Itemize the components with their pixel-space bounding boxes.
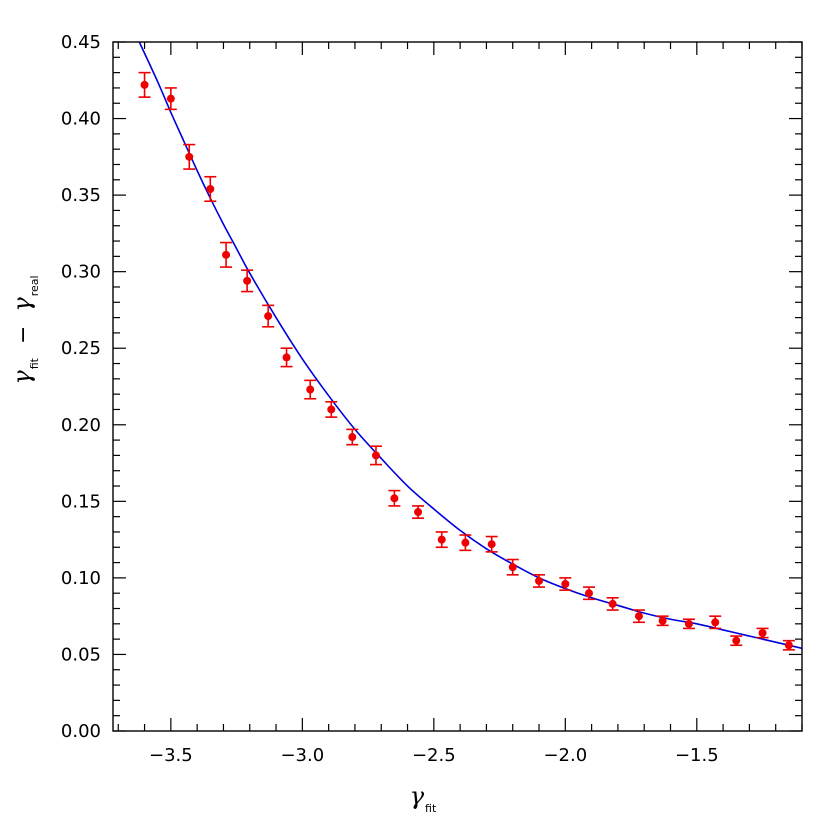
data-point: [632, 609, 645, 624]
data-point: [220, 241, 233, 268]
y-tick-label: 0.25: [61, 338, 101, 359]
data-point: [204, 175, 217, 203]
point-marker: [584, 589, 593, 598]
data-point: [606, 596, 619, 611]
point-marker: [658, 616, 667, 625]
point-marker: [390, 494, 399, 503]
data-point: [325, 401, 338, 418]
data-point: [388, 489, 401, 507]
y-axis-operator: −: [11, 326, 36, 344]
point-marker: [282, 353, 291, 362]
x-axis-symbol: γ: [410, 782, 425, 810]
y-axis-label-group: γfit−γreal: [8, 275, 41, 384]
point-marker: [508, 563, 517, 572]
point-marker: [306, 385, 315, 394]
x-axis-label: γfit: [410, 782, 437, 815]
data-point: [241, 269, 254, 293]
point-marker: [140, 80, 149, 89]
x-tick-label: −2.5: [412, 745, 456, 766]
data-point: [346, 428, 359, 446]
data-point: [459, 534, 472, 552]
y-axis-subscript-b: real: [28, 275, 41, 296]
point-marker: [487, 540, 496, 549]
x-tick-label: −2.0: [543, 745, 587, 766]
point-marker: [758, 629, 767, 638]
y-tick-label: 0.45: [61, 32, 101, 53]
point-marker: [414, 508, 423, 517]
point-marker: [327, 405, 336, 414]
data-point: [164, 87, 177, 111]
data-point: [756, 627, 769, 639]
point-marker: [185, 152, 194, 161]
fit-curve-layer: [138, 42, 802, 650]
point-marker: [684, 619, 693, 628]
y-tick-label: 0.35: [61, 185, 101, 206]
point-marker: [461, 538, 470, 547]
data-point: [559, 577, 572, 591]
point-marker: [784, 641, 793, 650]
y-tick-label: 0.40: [61, 109, 101, 130]
y-tick-label: 0.10: [61, 568, 101, 589]
tick-labels: −3.5 −3.0 −2.5 −2.0 −1.5 0.00 0.05 0.10 0.15 0.20…: [61, 32, 719, 766]
data-point: [582, 586, 595, 601]
point-marker: [711, 618, 720, 627]
point-marker: [264, 312, 273, 321]
point-marker: [371, 451, 380, 460]
data-point: [369, 445, 382, 466]
plot-frame: [112, 41, 803, 732]
data-point: [183, 143, 196, 170]
data-point: [506, 558, 519, 576]
data-point: [412, 505, 425, 519]
point-marker: [243, 276, 252, 285]
point-marker: [437, 535, 446, 544]
data-point: [682, 618, 695, 630]
fit-curve: [138, 42, 802, 650]
y-axis-subscript-a: fit: [28, 357, 41, 369]
data-point: [280, 347, 293, 368]
data-point: [730, 635, 743, 647]
y-tick-label: 0.20: [61, 415, 101, 436]
point-marker: [732, 636, 741, 645]
data-point: [485, 535, 498, 553]
ticks: [113, 41, 803, 732]
y-tick-label: 0.15: [61, 491, 101, 512]
point-marker: [608, 599, 617, 608]
data-point: [304, 379, 317, 400]
point-marker: [222, 250, 231, 259]
data-point: [709, 615, 722, 630]
y-axis-symbol-a: γ: [8, 370, 36, 385]
y-tick-label: 0.00: [61, 721, 101, 742]
x-tick-label: −3.5: [149, 745, 193, 766]
y-axis-label: γfit−γreal: [8, 275, 41, 384]
data-point: [262, 304, 275, 328]
data-points-layer: [138, 71, 795, 651]
data-point: [533, 574, 546, 588]
point-marker: [166, 94, 175, 103]
point-marker: [206, 184, 215, 193]
y-tick-label: 0.30: [61, 262, 101, 283]
y-axis-symbol-b: γ: [8, 297, 36, 312]
y-tick-label: 0.05: [61, 644, 101, 665]
point-marker: [535, 576, 544, 585]
x-tick-label: −1.5: [675, 745, 719, 766]
data-point: [782, 639, 795, 651]
data-point: [656, 615, 669, 627]
point-marker: [634, 612, 643, 621]
data-point: [138, 71, 151, 98]
point-marker: [561, 580, 570, 589]
x-tick-label: −3.0: [280, 745, 324, 766]
data-point: [435, 531, 448, 549]
point-marker: [348, 433, 357, 442]
x-axis-subscript: fit: [425, 802, 437, 815]
